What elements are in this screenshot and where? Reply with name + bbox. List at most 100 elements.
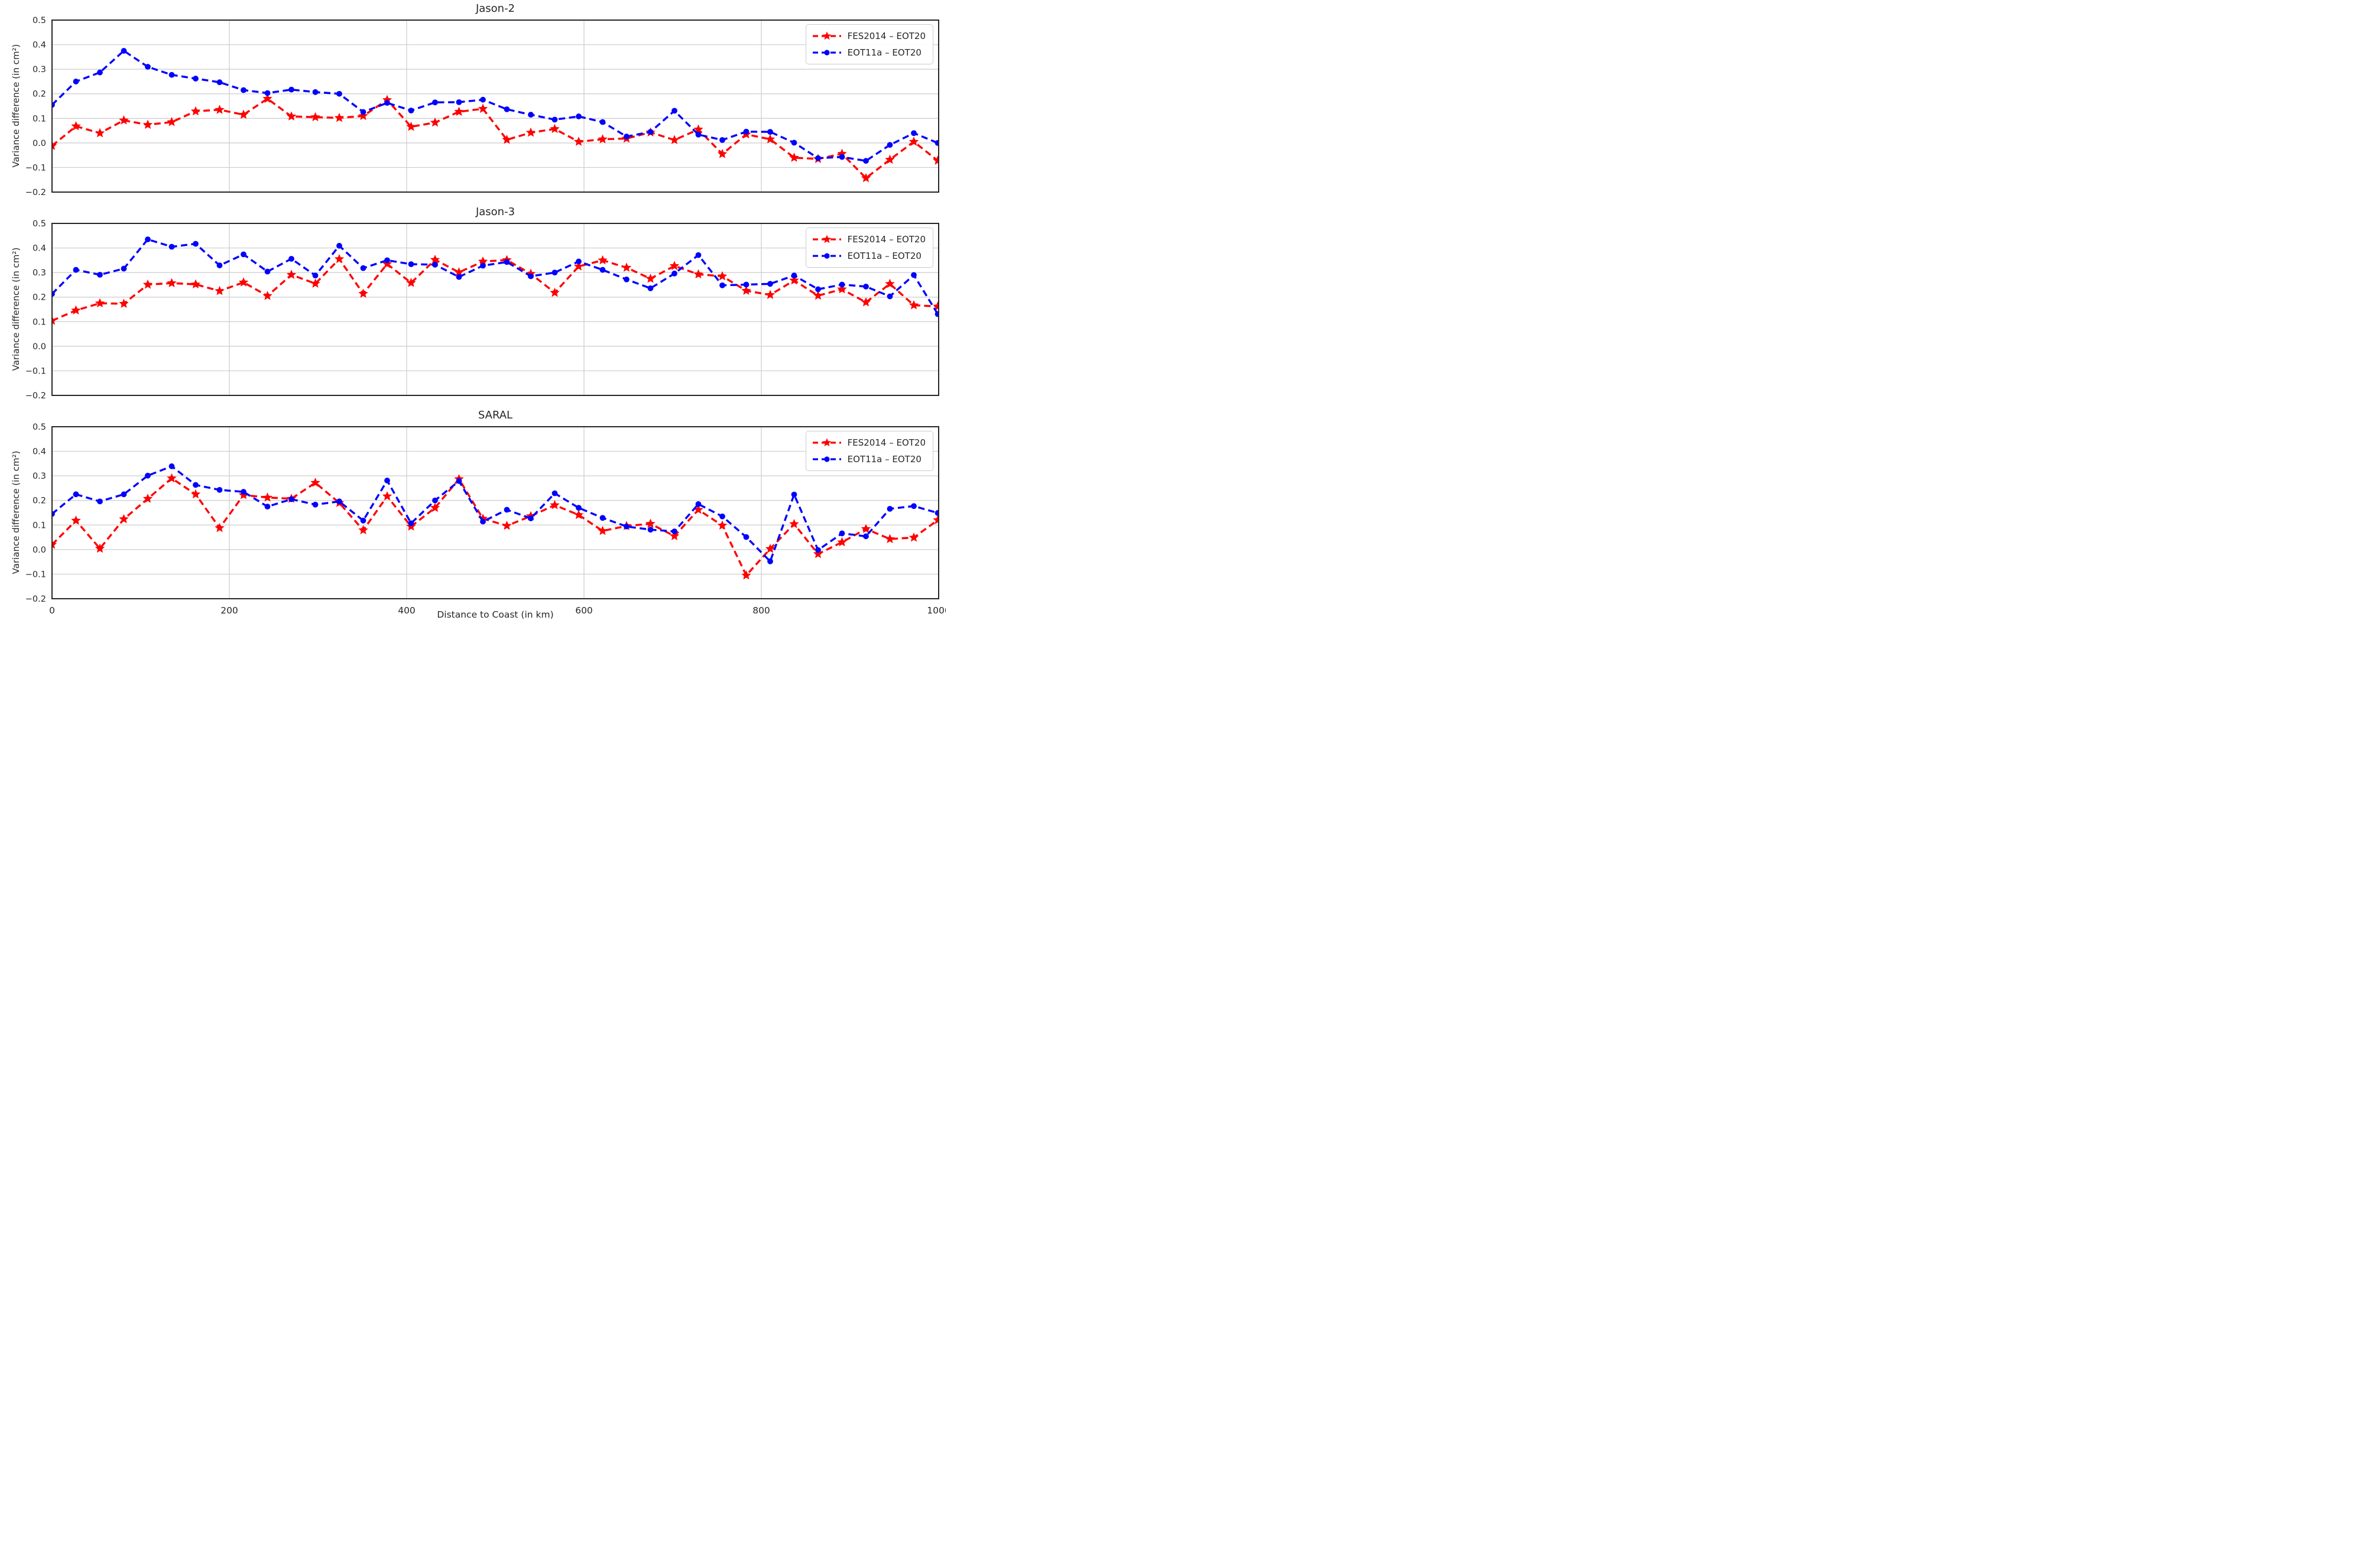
marker-circle — [121, 265, 127, 272]
marker-star — [167, 278, 177, 287]
marker-star — [765, 290, 776, 299]
marker-circle — [647, 129, 654, 135]
marker-circle — [97, 271, 103, 278]
marker-circle — [624, 134, 630, 139]
marker-circle — [73, 267, 79, 273]
marker-star — [741, 570, 751, 580]
marker-circle — [551, 270, 558, 276]
marker-circle — [671, 270, 677, 277]
marker-circle — [264, 268, 271, 275]
y-tick-label: −0.2 — [25, 188, 46, 197]
marker-circle — [264, 504, 271, 510]
marker-circle — [384, 478, 390, 483]
marker-circle — [671, 108, 677, 114]
marker-circle — [767, 281, 773, 287]
series-line-fes2014-eot20 — [52, 97, 939, 180]
x-tick-label: 0 — [49, 605, 55, 616]
marker-star — [885, 154, 895, 164]
marker-circle — [480, 96, 486, 103]
marker-star — [550, 500, 560, 509]
x-tick-label: 200 — [220, 605, 238, 616]
legend-jason2: FES2014 – EOT20 EOT11a – EOT20 — [805, 24, 933, 64]
marker-circle — [863, 158, 869, 164]
marker-circle — [456, 99, 462, 105]
marker-star — [502, 134, 512, 144]
marker-star — [454, 267, 464, 277]
marker-circle — [576, 113, 582, 119]
y-tick-label: 0.4 — [33, 447, 46, 457]
subplot-jason-3: 0.5 0.4 0.3 0.2 0.1 0.0 −0.1 −0.2 — [25, 219, 939, 401]
marker-star — [406, 121, 416, 131]
legend-label-fes2014: FES2014 – EOT20 — [847, 31, 926, 41]
series-line-fes2014-eot20 — [52, 257, 938, 322]
legend-marker-circle — [824, 50, 830, 56]
marker-circle — [193, 482, 199, 488]
series-group — [52, 236, 939, 325]
marker-star — [167, 473, 177, 483]
marker-star — [52, 141, 57, 150]
marker-star — [71, 121, 81, 131]
marker-circle — [815, 547, 821, 553]
marker-circle — [839, 154, 845, 160]
legend-item-fes2014: FES2014 – EOT20 — [812, 436, 926, 450]
marker-circle — [528, 515, 534, 521]
marker-star — [837, 537, 847, 547]
marker-circle — [216, 262, 223, 268]
series-line-eot11a-eot20 — [52, 465, 938, 563]
x-tick-label: 1000 — [927, 605, 946, 616]
marker-star — [119, 115, 129, 125]
marker-star — [95, 543, 105, 553]
y-tick-label: 0.2 — [33, 293, 46, 303]
legend-label-fes2014: FES2014 – EOT20 — [847, 437, 926, 448]
marker-star — [741, 285, 751, 295]
marker-star — [215, 285, 225, 296]
marker-circle — [839, 281, 845, 288]
marker-circle — [887, 293, 893, 300]
marker-star — [382, 258, 392, 268]
legend-label-eot11a: EOT11a – EOT20 — [847, 454, 922, 465]
marker-circle — [551, 490, 558, 496]
marker-star — [119, 514, 129, 524]
marker-star — [215, 105, 225, 114]
legend-sample-fes2014-icon — [812, 235, 841, 244]
legend-item-fes2014: FES2014 – EOT20 — [812, 29, 926, 43]
marker-circle — [336, 90, 342, 97]
marker-star — [502, 520, 512, 530]
marker-circle — [528, 273, 534, 280]
marker-star — [573, 261, 584, 271]
legend-item-eot11a: EOT11a – EOT20 — [812, 452, 926, 466]
marker-star — [909, 532, 919, 542]
marker-circle — [360, 517, 366, 524]
line-chart-svg: 0.50.40.30.20.10.0−0.1−0.20.50.40.30.20.… — [25, 16, 946, 616]
marker-star — [885, 278, 895, 288]
marker-star — [142, 119, 153, 129]
marker-circle — [647, 527, 654, 533]
y-tick-label: 0.5 — [33, 219, 46, 229]
marker-circle — [312, 272, 319, 279]
marker-circle — [408, 108, 414, 113]
legend-item-eot11a: EOT11a – EOT20 — [812, 46, 926, 60]
x-tick-label: 800 — [752, 605, 770, 616]
marker-star — [262, 291, 272, 300]
marker-star — [430, 502, 440, 512]
marker-star — [789, 519, 799, 528]
series-group — [52, 48, 939, 183]
y-tick-label: 0.3 — [33, 65, 46, 74]
marker-circle — [791, 272, 797, 279]
axes-spines — [51, 223, 939, 396]
marker-star — [669, 261, 680, 270]
legend-sample-fes2014-icon — [812, 438, 841, 447]
marker-circle — [360, 265, 366, 271]
marker-star — [550, 124, 560, 134]
marker-circle — [480, 518, 486, 525]
marker-star — [765, 544, 776, 553]
marker-star — [334, 254, 345, 264]
marker-star — [645, 518, 656, 528]
marker-circle — [647, 285, 654, 291]
marker-circle — [121, 48, 127, 54]
y-axis-label-saral: Variance difference (in cm²) — [11, 450, 21, 574]
marker-circle — [193, 241, 199, 247]
marker-circle — [528, 112, 534, 118]
marker-circle — [695, 252, 702, 258]
marker-circle — [384, 257, 390, 264]
